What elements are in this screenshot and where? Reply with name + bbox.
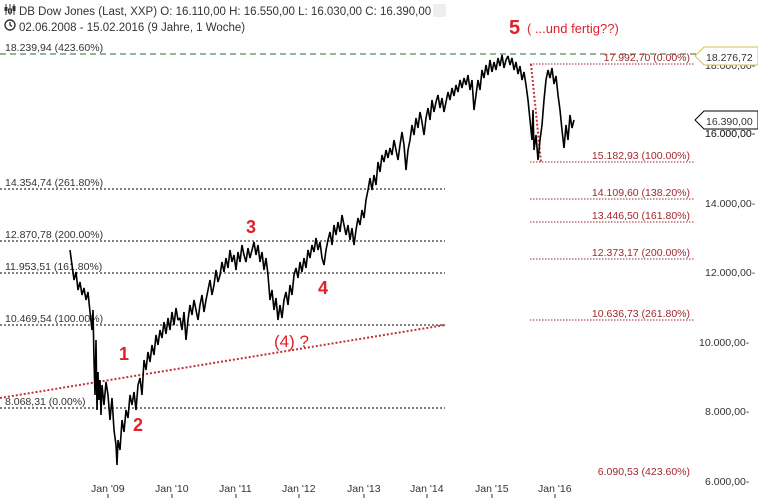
wave-3-label: 3 [246,217,256,237]
fib-labels-right: 17.992,70 (0.00%) 15.182,93 (100.00%) 14… [592,52,690,478]
fib-left-label: 14.354,74 (261.80%) [5,177,103,189]
retracement-line [530,63,542,163]
fib-right-label: 13.446,50 (161.80%) [592,210,690,222]
clock-icon [4,19,16,34]
trendline [0,324,446,399]
instrument-header: DB Dow Jones (Last, XXP) O: 16.110,00 H:… [4,4,431,18]
svg-text:10.000,00-: 10.000,00- [699,337,750,349]
svg-text:Jan '12: Jan '12 [282,483,316,495]
last-price-tag: 16.390,00 [694,110,758,130]
fib-left-label: 11.953,51 (161.80%) [5,261,102,273]
wave-4-alt-label: (4) ? [274,332,309,351]
date-range-text: 02.06.2008 - 15.02.2016 (9 Jahre, 1 Woch… [19,22,246,34]
fib-labels-left: 18.239,94 (423.60%) 14.354,74 (261.80%) … [5,42,103,408]
svg-text:16.390,00: 16.390,00 [706,116,753,128]
fib-levels-right [530,63,694,321]
svg-text:Jan '15: Jan '15 [475,483,509,495]
wave-5-label: 5 [509,17,520,39]
fib-right-label: 15.182,93 (100.00%) [592,150,690,162]
x-axis: Jan '09 Jan '10 Jan '11 Jan '12 Jan '13 … [91,483,572,498]
fib-right-label: 17.992,70 (0.00%) [604,52,690,64]
wave-2-label: 2 [133,415,143,435]
fib-right-label: 6.090,53 (423.60%) [598,466,690,478]
fib-left-label: 10.469,54 (100.00%) [5,313,103,325]
fib-right-label: 14.109,60 (138.20%) [592,187,690,199]
wave-labels: 1 2 3 4 (4) ? 5 ( ...und fertig??) [119,17,619,435]
svg-text:16.000,00-: 16.000,00- [705,128,756,140]
svg-text:6.000,00-: 6.000,00- [705,476,750,488]
wave-5-note: ( ...und fertig??) [527,21,619,36]
svg-text:8.000,00-: 8.000,00- [705,406,750,418]
wave-4-label: 4 [318,278,328,298]
fib-left-label: 8.068,31 (0.00%) [5,396,86,408]
y-tick-16000: 16.000,00- [705,128,756,140]
fib-right-label: 10.636,73 (261.80%) [592,308,690,320]
svg-text:Jan '14: Jan '14 [410,483,444,495]
svg-text:Jan '13: Jan '13 [347,483,381,495]
price-line [69,54,575,466]
svg-text:Jan '16: Jan '16 [538,483,572,495]
svg-text:14.000,00-: 14.000,00- [705,198,756,210]
date-range: 02.06.2008 - 15.02.2016 (9 Jahre, 1 Woch… [4,19,245,34]
fib-right-label: 12.373,17 (200.00%) [592,247,690,259]
fib-left-label: 18.239,94 (423.60%) [5,42,103,54]
svg-text:18.276,72: 18.276,72 [706,52,753,64]
settings-icon[interactable] [433,4,446,17]
wave-1-label: 1 [119,344,129,364]
candlestick-icon [4,4,16,18]
high-price-tag: 18.276,72 [694,46,758,66]
svg-text:Jan '10: Jan '10 [155,483,189,495]
svg-text:Jan '11: Jan '11 [219,483,252,495]
fib-left-label: 12.870,78 (200.00%) [5,229,103,241]
svg-text:12.000,00-: 12.000,00- [705,267,756,279]
svg-text:Jan '09: Jan '09 [91,483,125,495]
instrument-ohlc: DB Dow Jones (Last, XXP) O: 16.110,00 H:… [19,6,432,18]
fib-levels-left [0,53,700,409]
